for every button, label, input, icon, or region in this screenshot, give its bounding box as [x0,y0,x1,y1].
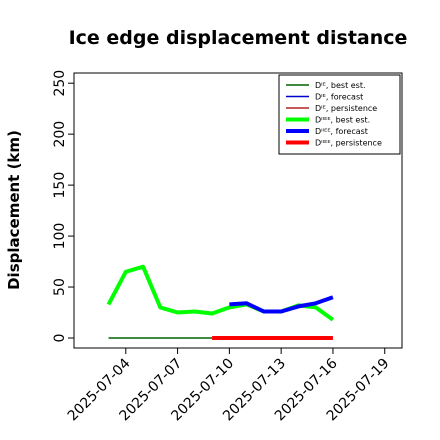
y-tick-label: 0 [52,334,68,343]
y-tick-label: 150 [52,172,68,199]
legend-label-3: Dᴵᴱ, persistence [315,104,377,113]
legend-label-1: Dᴵᴱ, best est. [315,81,366,90]
legend-label-6: Dᴵᴵᴱᴱ, persistence [315,139,382,148]
y-ticks: 0 50 100 150 200 250 [52,70,74,343]
y-tick-label: 250 [52,70,68,97]
legend-label-5: Dᴵᴵᴱᴱ, forecast [315,127,368,136]
chart-title: Ice edge displacement distance [69,27,408,49]
y-tick-label: 50 [52,278,68,296]
legend-label-4: Dᴵᴵᴱᴱ, best est. [315,116,370,125]
x-ticks: 2025-07-042025-07-072025-07-102025-07-13… [65,348,393,424]
series-line-4 [106,264,335,322]
y-axis-label: Displacement (km) [5,130,23,290]
series-line-5 [229,295,334,314]
y-tick-label: 100 [52,223,68,250]
series-layer [106,264,335,340]
y-tick-label: 200 [52,121,68,148]
legend: Dᴵᴱ, best est. Dᴵᴱ, forecast Dᴵᴱ, persiste… [278,74,401,155]
plot-frame [73,72,403,349]
legend-label-2: Dᴵᴱ, forecast [315,93,363,102]
